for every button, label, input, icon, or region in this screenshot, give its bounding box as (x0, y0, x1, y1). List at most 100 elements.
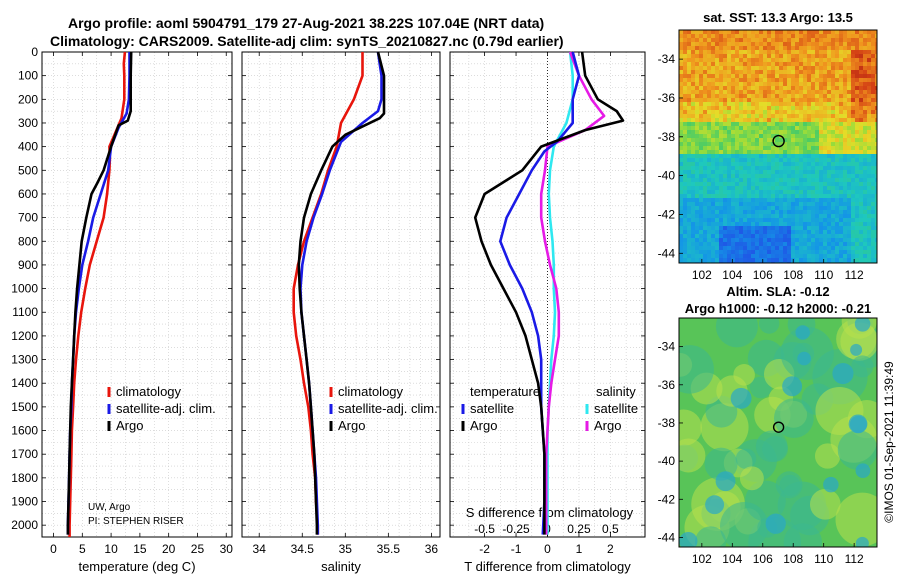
sst-map-cell (819, 194, 823, 198)
sst-map-cell (751, 46, 755, 50)
sst-map-cell (863, 254, 867, 258)
sst-map-cell (687, 106, 691, 110)
sst-map-cell (855, 42, 859, 46)
sst-map-cell (811, 254, 815, 258)
sst-map-cell (755, 114, 759, 118)
sst-map-cell (771, 198, 775, 202)
sst-map-cell (783, 130, 787, 134)
sst-map-cell (855, 174, 859, 178)
sst-map-cell (819, 70, 823, 74)
sst-map-cell (835, 50, 839, 54)
sst-map-cell (831, 222, 835, 226)
sst-map-cell (683, 154, 687, 158)
sst-map-cell (875, 162, 877, 166)
sst-map-cell (847, 170, 851, 174)
sst-map-cell (843, 190, 847, 194)
sst-map-cell (723, 174, 727, 178)
sst-map-cell (759, 122, 763, 126)
sst-map-cell (851, 66, 855, 70)
sst-map-cell (863, 218, 867, 222)
sst-map-cell (827, 46, 831, 50)
sst-map-cell (779, 162, 783, 166)
sst-map-cell (739, 234, 743, 238)
sst-map-cell (827, 86, 831, 90)
sst-map-cell (763, 82, 767, 86)
sst-map-cell (703, 86, 707, 90)
sst-map-cell (843, 258, 847, 262)
sst-map-cell (703, 94, 707, 98)
sst-map-cell (779, 86, 783, 90)
sst-map-cell (775, 246, 779, 250)
sst-map-cell (751, 250, 755, 254)
sst-map-cell (859, 74, 863, 78)
sst-map-cell (699, 234, 703, 238)
sst-map-cell (791, 122, 795, 126)
sst-map-cell (739, 94, 743, 98)
sst-map-cell (703, 210, 707, 214)
sst-map-cell (819, 42, 823, 46)
sst-map-cell (755, 222, 759, 226)
sst-map-cell (751, 66, 755, 70)
sst-map-cell (787, 186, 791, 190)
sst-map-cell (767, 194, 771, 198)
sst-map-cell (715, 130, 719, 134)
sst-map-cell (711, 134, 715, 138)
sst-map-cell (735, 246, 739, 250)
sst-map-cell (819, 242, 823, 246)
sst-map-cell (863, 222, 867, 226)
sst-map-cell (735, 54, 739, 58)
sst-map-cell (807, 46, 811, 50)
sst-map-cell (719, 122, 723, 126)
sst-map-cell (787, 198, 791, 202)
sst-map-cell (711, 102, 715, 106)
sst-map-cell (719, 102, 723, 106)
sst-map-cell (759, 58, 763, 62)
pi-text: PI: STEPHEN RISER (88, 516, 184, 527)
sst-map-cell (743, 90, 747, 94)
sst-map-cell (795, 30, 799, 34)
sst-map-cell (767, 170, 771, 174)
sst-map-cell (799, 234, 803, 238)
sst-map-cell (755, 210, 759, 214)
sst-map-cell (759, 134, 763, 138)
sst-map-cell (823, 34, 827, 38)
map-y-tick-label: -42 (658, 492, 676, 506)
sst-map-cell (867, 218, 871, 222)
sst-map-cell (835, 102, 839, 106)
sst-map-cell (807, 254, 811, 258)
sst-map-cell (831, 34, 835, 38)
sst-map-cell (707, 138, 711, 142)
sst-map-cell (731, 238, 735, 242)
sst-map-cell (691, 178, 695, 182)
sst-map-cell (691, 42, 695, 46)
sst-map-cell (847, 46, 851, 50)
sst-map-cell (719, 34, 723, 38)
sst-map-cell (683, 198, 687, 202)
sst-map-cell (731, 94, 735, 98)
sst-map-cell (851, 90, 855, 94)
sst-map-cell (727, 222, 731, 226)
sst-map-cell (811, 162, 815, 166)
sst-map-cell (815, 38, 819, 42)
sst-map-cell (795, 214, 799, 218)
sst-map-cell (811, 126, 815, 130)
sst-map-cell (859, 230, 863, 234)
sst-map-cell (755, 66, 759, 70)
sst-map-cell (755, 134, 759, 138)
sst-map-cell (687, 50, 691, 54)
sst-map-cell (815, 170, 819, 174)
sst-map-cell (711, 54, 715, 58)
sst-map-cell (751, 234, 755, 238)
sst-map-cell (695, 206, 699, 210)
sst-map-cell (743, 226, 747, 230)
sst-map-cell (755, 30, 759, 34)
sst-map-cell (799, 30, 803, 34)
sst-map-cell (767, 230, 771, 234)
sst-map-cell (787, 50, 791, 54)
sst-map-cell (719, 66, 723, 70)
sst-map-cell (851, 178, 855, 182)
sst-map-cell (871, 250, 875, 254)
sst-map-cell (847, 238, 851, 242)
sst-map-cell (771, 206, 775, 210)
sst-map-cell (711, 38, 715, 42)
